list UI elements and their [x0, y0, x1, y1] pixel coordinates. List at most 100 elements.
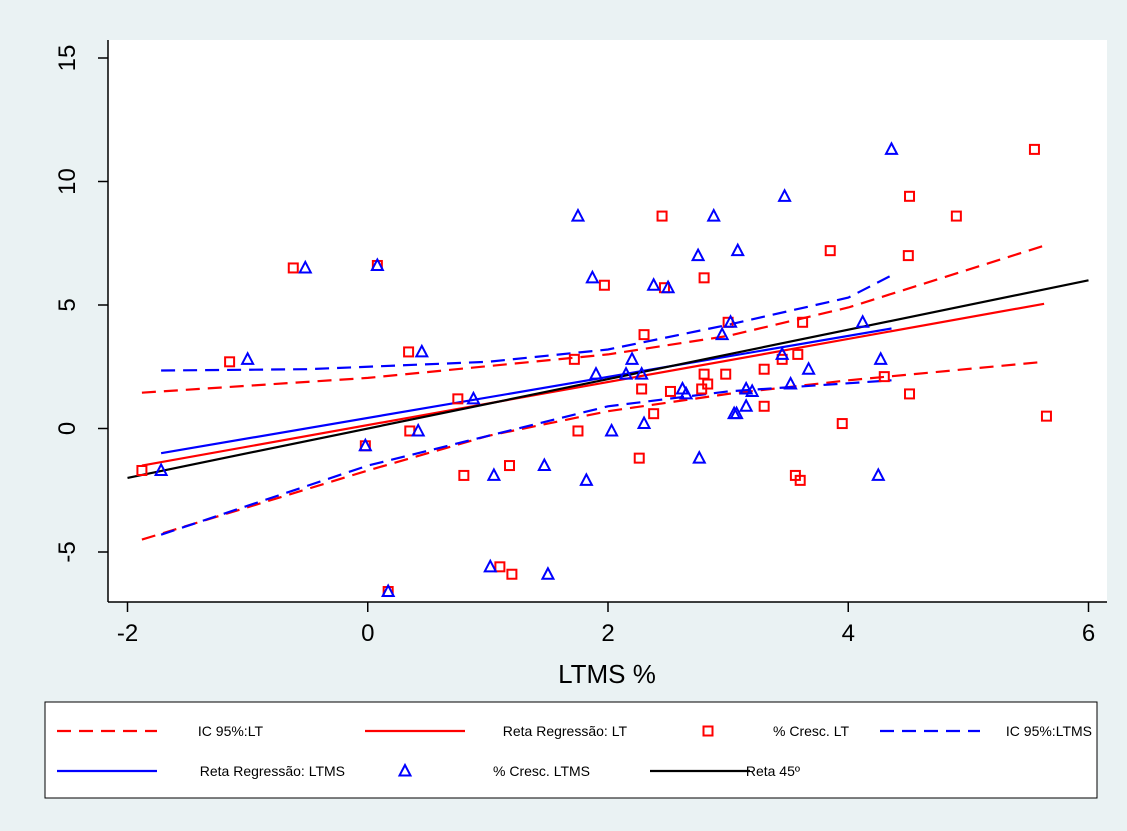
data-point-triangle: [579, 472, 594, 486]
data-point-square: [403, 346, 415, 358]
data-point-square: [572, 425, 584, 437]
y-tick-label: -5: [54, 541, 81, 562]
data-point-square: [950, 210, 962, 222]
series-line: [161, 274, 893, 372]
data-point-triangle: [646, 277, 661, 291]
legend-label: Reta Regressão: LTMS: [200, 763, 345, 779]
legend-item: % Cresc. LTMS: [397, 762, 590, 779]
data-point-square: [503, 460, 515, 472]
data-point-triangle: [855, 314, 870, 328]
data-point-square: [824, 245, 836, 257]
data-point-triangle: [729, 405, 744, 420]
x-tick-label: 0: [361, 620, 374, 647]
data-point-triangle: [153, 462, 169, 476]
plot-area: [108, 40, 1107, 602]
data-point-triangle: [588, 366, 604, 380]
data-point-square: [1028, 143, 1040, 155]
legend-label: % Cresc. LTMS: [493, 763, 590, 779]
legend-marker-swatch: [702, 725, 714, 737]
data-point-triangle: [411, 422, 426, 437]
data-point-square: [758, 363, 770, 375]
x-tick-label: -2: [117, 620, 138, 647]
data-point-triangle: [744, 383, 760, 397]
data-point-square: [568, 353, 580, 365]
data-point-triangle: [873, 351, 888, 365]
data-point-square: [797, 316, 809, 328]
data-point-square: [792, 348, 804, 360]
data-point-triangle: [777, 188, 792, 202]
data-point-square: [633, 452, 645, 464]
data-point-triangle: [240, 351, 255, 365]
data-point-triangle: [483, 558, 498, 573]
legend-item: IC 95%:LT: [57, 723, 263, 739]
data-point-square: [702, 378, 714, 390]
legend-item: Reta Regressão: LT: [365, 723, 627, 739]
legend-item: Reta 45º: [650, 763, 800, 779]
data-point-square: [794, 474, 806, 486]
data-point-triangle: [370, 257, 385, 271]
data-point-square: [836, 418, 848, 430]
data-point-square: [452, 393, 464, 405]
data-point-square: [878, 371, 890, 383]
data-point-triangle: [570, 207, 586, 222]
data-point-triangle: [783, 375, 798, 390]
data-point-square: [598, 279, 610, 291]
data-point-square: [904, 388, 916, 400]
data-point-square: [720, 368, 732, 380]
ticks-layer: -2 0 2 4 6 -5 0 5 10 15: [54, 45, 1095, 647]
data-point-triangle: [801, 361, 816, 375]
data-point-triangle: [660, 279, 676, 294]
data-point-triangle: [604, 422, 619, 437]
data-point-square: [1040, 410, 1052, 422]
data-point-triangle: [692, 449, 707, 464]
data-point-triangle: [298, 259, 313, 274]
data-point-square: [648, 408, 660, 420]
data-point-triangle: [537, 457, 552, 472]
legend-item: Reta Regressão: LTMS: [57, 763, 345, 779]
data-point-triangle: [358, 437, 373, 452]
data-point-square: [664, 385, 676, 397]
series-line: [141, 302, 1045, 467]
legend-label: Reta 45º: [746, 763, 800, 779]
data-point-square: [636, 383, 648, 395]
data-point-triangle: [714, 326, 730, 341]
series-line: [141, 360, 1045, 541]
y-tick-label: 0: [54, 422, 81, 435]
data-point-triangle: [414, 343, 429, 358]
data-point-square: [224, 356, 236, 368]
data-point-triangle: [618, 366, 634, 380]
x-tick-label: 2: [601, 620, 614, 647]
legend-marker-swatch: [397, 762, 413, 777]
series-line: [160, 379, 892, 536]
data-point-triangle: [730, 242, 745, 257]
data-point-triangle: [540, 566, 556, 580]
data-point-triangle: [690, 247, 706, 262]
legend-label: IC 95%:LT: [198, 723, 264, 739]
data-point-square: [698, 272, 710, 284]
data-point-square: [136, 464, 148, 476]
data-point-square: [458, 469, 470, 481]
legend-box: [44, 701, 1098, 799]
data-point-square: [902, 250, 914, 262]
y-tick-label: 15: [54, 45, 81, 72]
data-point-triangle: [706, 207, 721, 222]
y-tick-label: 5: [54, 298, 81, 311]
legend-label: IC 95%:LTMS: [1006, 723, 1092, 739]
data-point-triangle: [884, 141, 899, 155]
lines-layer: [127, 244, 1089, 541]
legend-label: Reta Regressão: LT: [503, 723, 628, 739]
legend: IC 95%:LT Reta Regressão: LT % Cresc. LT IC…: [57, 723, 1092, 779]
x-tick-label: 4: [842, 620, 855, 647]
data-point-square: [506, 568, 518, 580]
data-point-square: [494, 561, 506, 573]
data-point-square: [904, 190, 916, 202]
data-point-triangle: [624, 351, 640, 365]
x-axis-label: LTMS %: [558, 659, 656, 689]
x-tick-label: 6: [1082, 620, 1095, 647]
data-point-triangle: [381, 583, 396, 598]
data-point-square: [638, 329, 650, 341]
legend-label: % Cresc. LT: [773, 723, 849, 739]
data-point-triangle: [678, 385, 694, 400]
